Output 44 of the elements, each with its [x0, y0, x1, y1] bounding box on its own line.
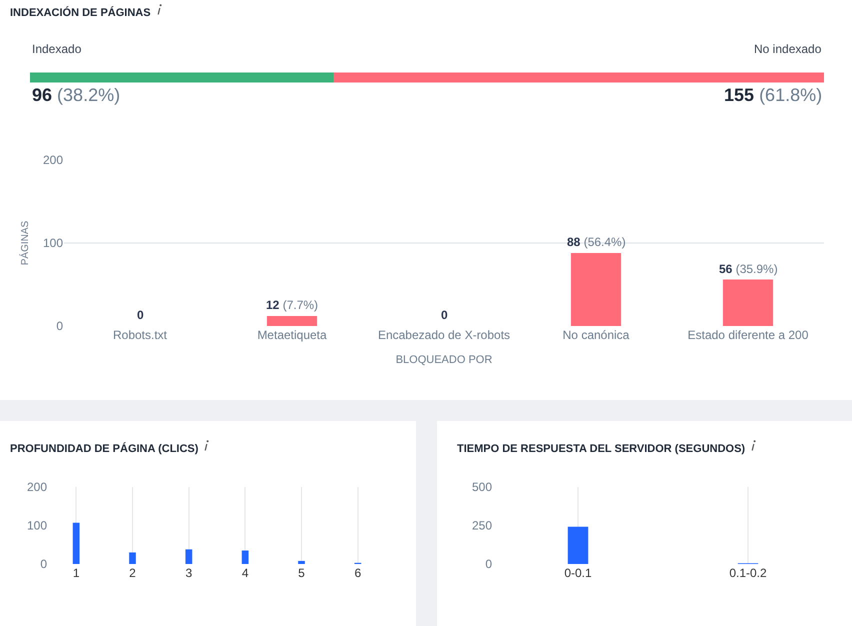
x-tick-label: 0-0.1 [564, 566, 592, 580]
data-label: 88 (56.4%) [567, 235, 626, 249]
data-label: 0 [441, 308, 448, 322]
chart-title: TIEMPO DE RESPUESTA DEL SERVIDOR (SEGUNDOS) [457, 443, 746, 455]
data-label: 96 (38.2%) [32, 85, 120, 105]
series-label: Indexado [32, 42, 82, 56]
bar [185, 549, 192, 564]
y-tick-label: 0 [485, 557, 492, 572]
x-tick-label: 1 [72, 566, 80, 580]
x-tick-label: 5 [298, 566, 306, 580]
data-label: 12 (7.7%) [266, 298, 318, 312]
bar [722, 280, 774, 326]
x-axis-title: BLOQUEADO POR [396, 354, 492, 366]
y-tick-label: 100 [42, 236, 64, 250]
bar [72, 522, 80, 564]
x-tick-label: 3 [185, 566, 192, 580]
bar [298, 560, 305, 564]
chart-title: INDEXACIÓN DE PÁGINAS [10, 7, 151, 19]
x-tick-label: 2 [129, 566, 136, 580]
bar [129, 552, 136, 564]
bar [266, 316, 318, 326]
x-tick-label: 6 [354, 566, 362, 580]
bar [570, 252, 622, 326]
x-tick-label: Encabezado de X-robots [378, 328, 510, 342]
y-tick-label: 0 [40, 557, 48, 572]
x-tick-label: 0.1-0.2 [729, 566, 768, 580]
series-label: No indexado [754, 42, 822, 56]
chart-title: PROFUNDIDAD DE PÁGINA (CLICS) [10, 443, 198, 455]
y-axis-title: PÁGINAS [18, 220, 31, 266]
y-tick-label: 200 [26, 480, 48, 494]
x-tick-label: Metaetiqueta [257, 328, 328, 342]
x-tick-label: Robots.txt [112, 328, 168, 342]
y-tick-label: 100 [26, 518, 48, 533]
y-tick-label: 0 [56, 319, 64, 334]
x-tick-label: 4 [242, 566, 249, 580]
bar [242, 550, 249, 564]
data-label: 0 [137, 308, 144, 322]
data-label: 56 (35.9%) [719, 262, 778, 276]
x-tick-label: No canónica [562, 328, 630, 342]
x-tick-label: Estado diferente a 200 [688, 328, 809, 342]
y-tick-label: 500 [472, 480, 492, 494]
y-tick-label: 200 [42, 153, 64, 168]
y-tick-label: 250 [472, 518, 492, 533]
data-label: 155 (61.8%) [724, 85, 822, 105]
